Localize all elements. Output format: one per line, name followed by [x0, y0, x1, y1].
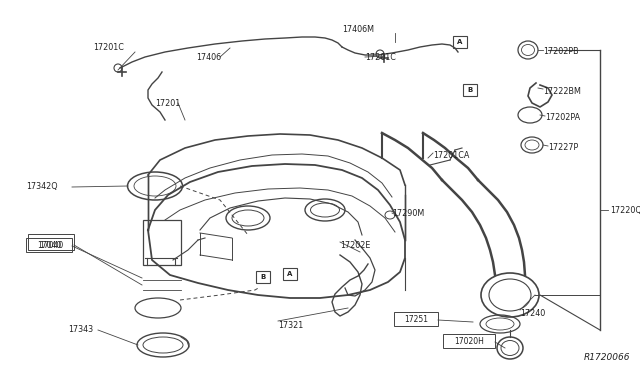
- Text: A: A: [458, 39, 463, 45]
- Text: 17201C: 17201C: [93, 42, 124, 51]
- Text: 17222BM: 17222BM: [543, 87, 581, 96]
- Text: 17406M: 17406M: [342, 25, 374, 33]
- Text: B: B: [260, 274, 266, 280]
- Text: 17040: 17040: [39, 241, 63, 250]
- Text: 17240: 17240: [520, 308, 545, 317]
- Text: 17040: 17040: [37, 241, 61, 250]
- Bar: [26, 238, 72, 252]
- Bar: [453, 36, 467, 48]
- Text: 17202PB: 17202PB: [543, 48, 579, 57]
- Text: A: A: [287, 271, 292, 277]
- Text: 17020H: 17020H: [454, 337, 484, 346]
- Text: 17406: 17406: [196, 52, 221, 61]
- Text: 17202E: 17202E: [340, 241, 371, 250]
- Bar: [283, 268, 297, 280]
- Bar: [394, 312, 438, 326]
- Text: 17290M: 17290M: [392, 208, 424, 218]
- Text: 17251: 17251: [404, 315, 428, 324]
- Bar: [28, 234, 74, 250]
- Bar: [256, 271, 270, 283]
- Text: 17342Q: 17342Q: [26, 183, 58, 192]
- Text: 17202PA: 17202PA: [545, 113, 580, 122]
- Bar: [443, 334, 495, 348]
- Text: 17201CA: 17201CA: [433, 151, 469, 160]
- Text: 17343: 17343: [68, 326, 93, 334]
- Text: 17321: 17321: [278, 321, 303, 330]
- Text: 17220Q: 17220Q: [610, 205, 640, 215]
- Text: 17201C: 17201C: [365, 52, 396, 61]
- Text: 17227P: 17227P: [548, 144, 579, 153]
- Text: 17201: 17201: [155, 99, 180, 108]
- Text: B: B: [467, 87, 472, 93]
- Bar: [143, 220, 181, 265]
- Bar: [463, 84, 477, 96]
- Text: R1720066: R1720066: [584, 353, 630, 362]
